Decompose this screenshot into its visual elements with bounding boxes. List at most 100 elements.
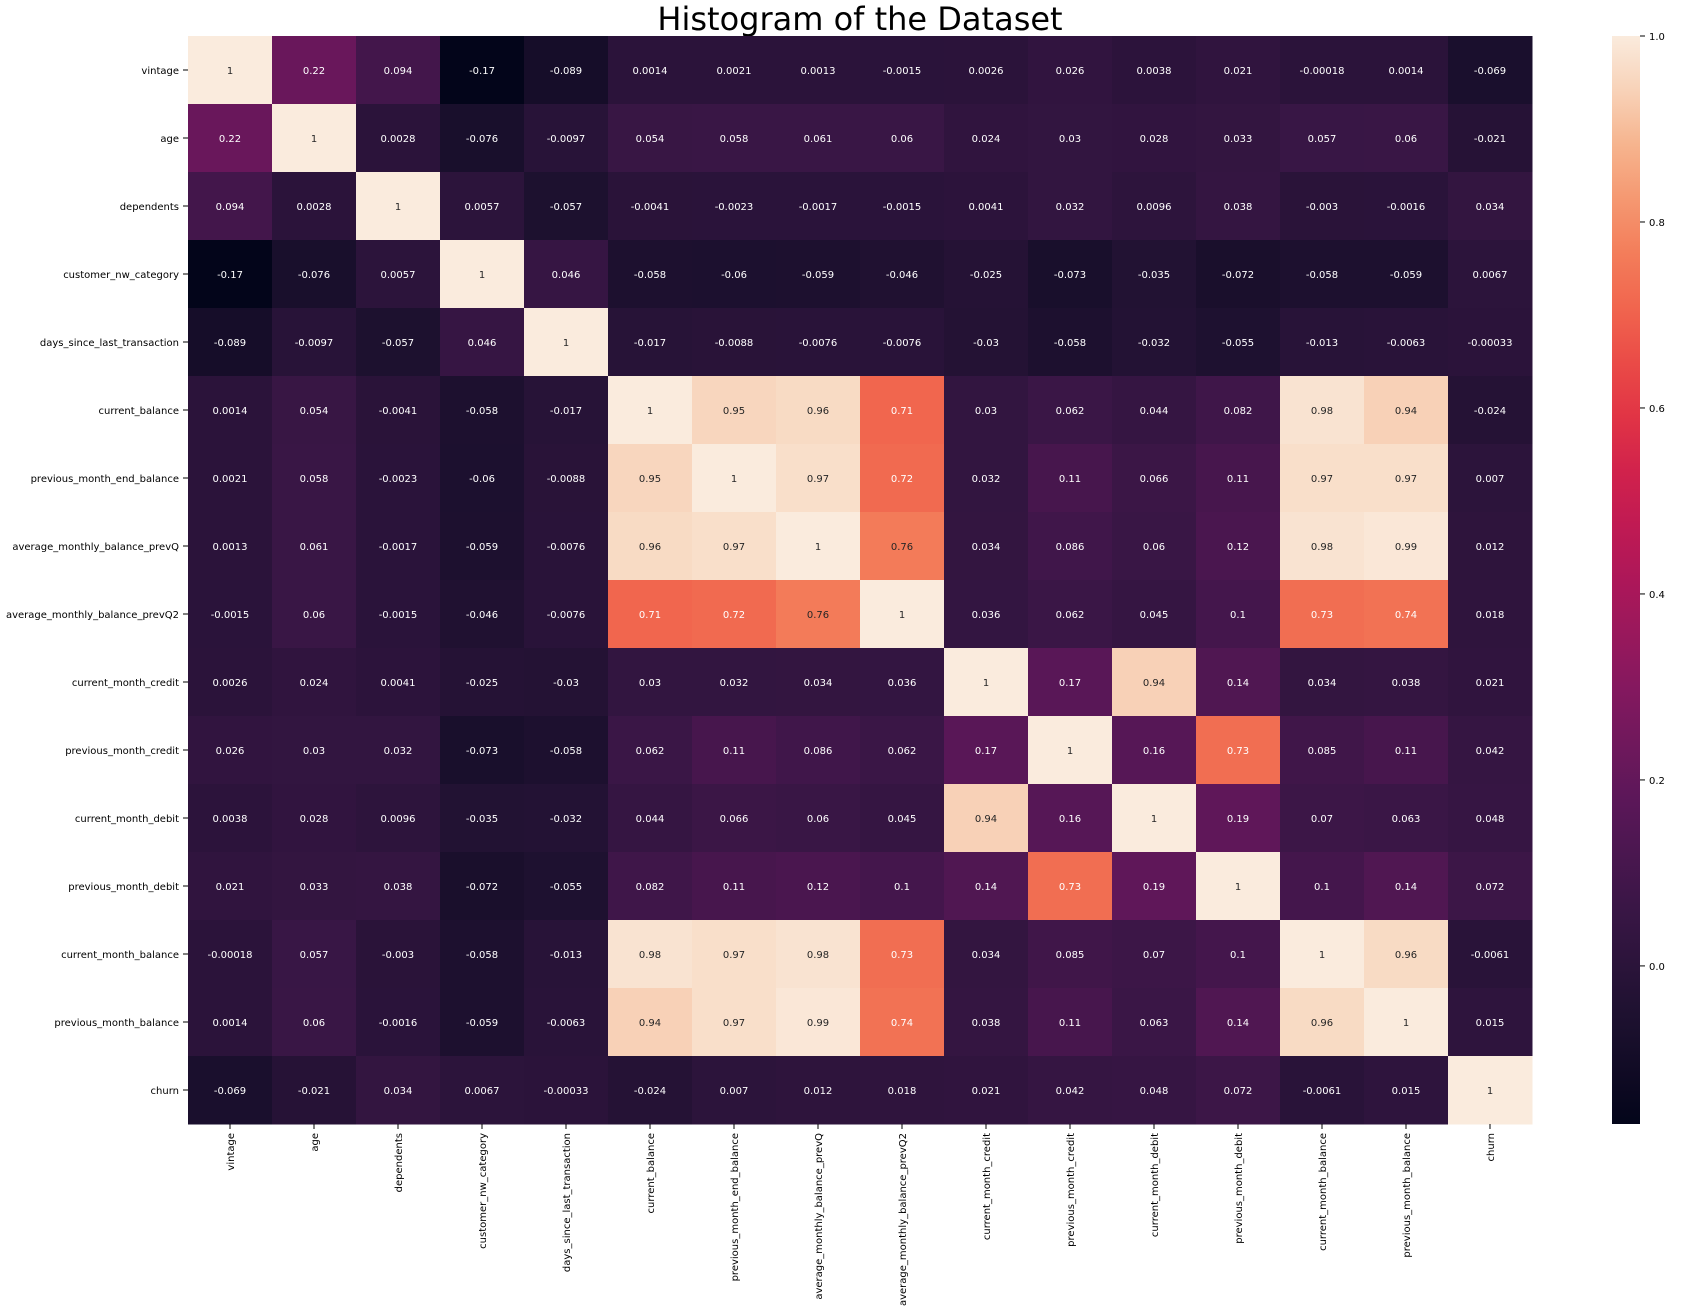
heatmap-cell xyxy=(1364,852,1449,921)
cell-value-label: 1 xyxy=(983,678,989,689)
heatmap-cell xyxy=(1112,308,1197,377)
heatmap-cell xyxy=(1448,308,1533,377)
heatmap-cell xyxy=(692,920,777,989)
cell-value-label: 1 xyxy=(1235,882,1241,893)
heatmap-cell xyxy=(692,104,777,173)
heatmap-cell xyxy=(944,376,1029,445)
cell-value-label: -0.072 xyxy=(466,882,498,893)
heatmap-cell xyxy=(608,1056,693,1125)
cell-value-label: -0.076 xyxy=(466,134,498,145)
heatmap-cell xyxy=(776,512,861,581)
cell-value-label: -0.021 xyxy=(298,1086,330,1097)
heatmap-cell xyxy=(776,104,861,173)
heatmap-cell xyxy=(1280,784,1365,853)
heatmap-cell xyxy=(776,36,861,105)
cell-value-label: 0.048 xyxy=(1476,814,1505,825)
heatmap-cell xyxy=(1448,512,1533,581)
cell-value-label: 0.021 xyxy=(1476,678,1505,689)
colorbar-tick-label: 0.8 xyxy=(1649,218,1665,229)
cell-value-label: 0.046 xyxy=(468,338,497,349)
x-tick-label: customer_nw_category xyxy=(478,1133,489,1249)
cell-value-label: 0.007 xyxy=(720,1086,749,1097)
heatmap-cell xyxy=(440,784,525,853)
cell-value-label: 0.95 xyxy=(723,406,745,417)
cell-value-label: 1 xyxy=(311,134,317,145)
heatmap-cell xyxy=(272,308,357,377)
cell-value-label: 0.03 xyxy=(303,746,325,757)
heatmap-cell xyxy=(608,580,693,649)
heatmap-cell xyxy=(860,240,945,309)
cell-value-label: 0.11 xyxy=(1059,1018,1081,1029)
heatmap-cell xyxy=(524,1056,609,1125)
heatmap-cell xyxy=(1028,240,1113,309)
cell-value-label: 0.066 xyxy=(1140,474,1169,485)
heatmap-cell xyxy=(524,988,609,1057)
heatmap-cell xyxy=(356,580,441,649)
cell-value-label: -0.00018 xyxy=(1300,66,1345,77)
cell-value-label: 0.72 xyxy=(891,474,913,485)
x-tick-label: average_monthly_balance_prevQ xyxy=(814,1133,825,1300)
cell-value-label: 0.71 xyxy=(639,610,661,621)
y-tick-label: current_month_credit xyxy=(72,678,179,689)
cell-value-label: 0.22 xyxy=(303,66,325,77)
heatmap-cell xyxy=(272,784,357,853)
x-tick-label: previous_month_debit xyxy=(1234,1133,1245,1244)
cell-value-label: 0.94 xyxy=(1143,678,1165,689)
heatmap-cell xyxy=(524,104,609,173)
heatmap-cell xyxy=(188,920,273,989)
heatmap-cell xyxy=(524,512,609,581)
heatmap-cell xyxy=(188,648,273,717)
heatmap-cell xyxy=(1364,580,1449,649)
heatmap-cell xyxy=(860,852,945,921)
cell-value-label: 0.0057 xyxy=(465,202,500,213)
heatmap-cell xyxy=(440,988,525,1057)
cell-value-label: 0.11 xyxy=(1395,746,1417,757)
cell-value-label: 0.07 xyxy=(1143,950,1165,961)
cell-value-label: 0.026 xyxy=(216,746,245,757)
heatmap-cell xyxy=(608,988,693,1057)
heatmap-cell xyxy=(188,240,273,309)
heatmap-cell xyxy=(608,852,693,921)
cell-value-label: 0.034 xyxy=(1476,202,1505,213)
heatmap-cell xyxy=(188,988,273,1057)
x-tick-label: previous_month_end_balance xyxy=(730,1133,741,1281)
cell-value-label: -0.058 xyxy=(1306,270,1338,281)
cell-value-label: 0.042 xyxy=(1056,1086,1085,1097)
heatmap-cell xyxy=(776,376,861,445)
cell-value-label: 0.97 xyxy=(723,950,745,961)
y-tick-label: days_since_last_transaction xyxy=(40,338,179,349)
y-tick-label: vintage xyxy=(141,66,179,77)
heatmap-cell xyxy=(692,716,777,785)
cell-value-label: -0.017 xyxy=(550,406,582,417)
x-tick-label: age xyxy=(310,1133,321,1152)
cell-value-label: -0.069 xyxy=(214,1086,246,1097)
cell-value-label: 1 xyxy=(395,202,401,213)
cell-value-label: -0.0017 xyxy=(379,542,418,553)
heatmap-cell xyxy=(1112,36,1197,105)
cell-value-label: 0.03 xyxy=(639,678,661,689)
cell-value-label: 0.086 xyxy=(804,746,833,757)
cell-value-label: 0.012 xyxy=(804,1086,833,1097)
heatmap-cell xyxy=(1112,104,1197,173)
heatmap-cell xyxy=(692,512,777,581)
cell-value-label: -0.0023 xyxy=(379,474,418,485)
cell-value-label: -0.0076 xyxy=(799,338,838,349)
cell-value-label: 0.085 xyxy=(1056,950,1085,961)
cell-value-label: 0.0038 xyxy=(213,814,248,825)
heatmap-cell xyxy=(1196,240,1281,309)
heatmap-cell xyxy=(1196,580,1281,649)
heatmap-cell xyxy=(776,784,861,853)
cell-value-label: 0.1 xyxy=(894,882,910,893)
cell-value-label: -0.0076 xyxy=(547,542,586,553)
heatmap-cell xyxy=(1112,172,1197,241)
heatmap-cell xyxy=(1112,784,1197,853)
cell-value-label: 0.058 xyxy=(720,134,749,145)
heatmap-cell xyxy=(1196,920,1281,989)
cell-value-label: 0.036 xyxy=(888,678,917,689)
cell-value-label: -0.035 xyxy=(466,814,498,825)
cell-value-label: 0.057 xyxy=(300,950,329,961)
heatmap-cell xyxy=(692,444,777,513)
heatmap-cell xyxy=(1448,784,1533,853)
cell-value-label: 0.98 xyxy=(807,950,829,961)
cell-value-label: 0.032 xyxy=(720,678,749,689)
